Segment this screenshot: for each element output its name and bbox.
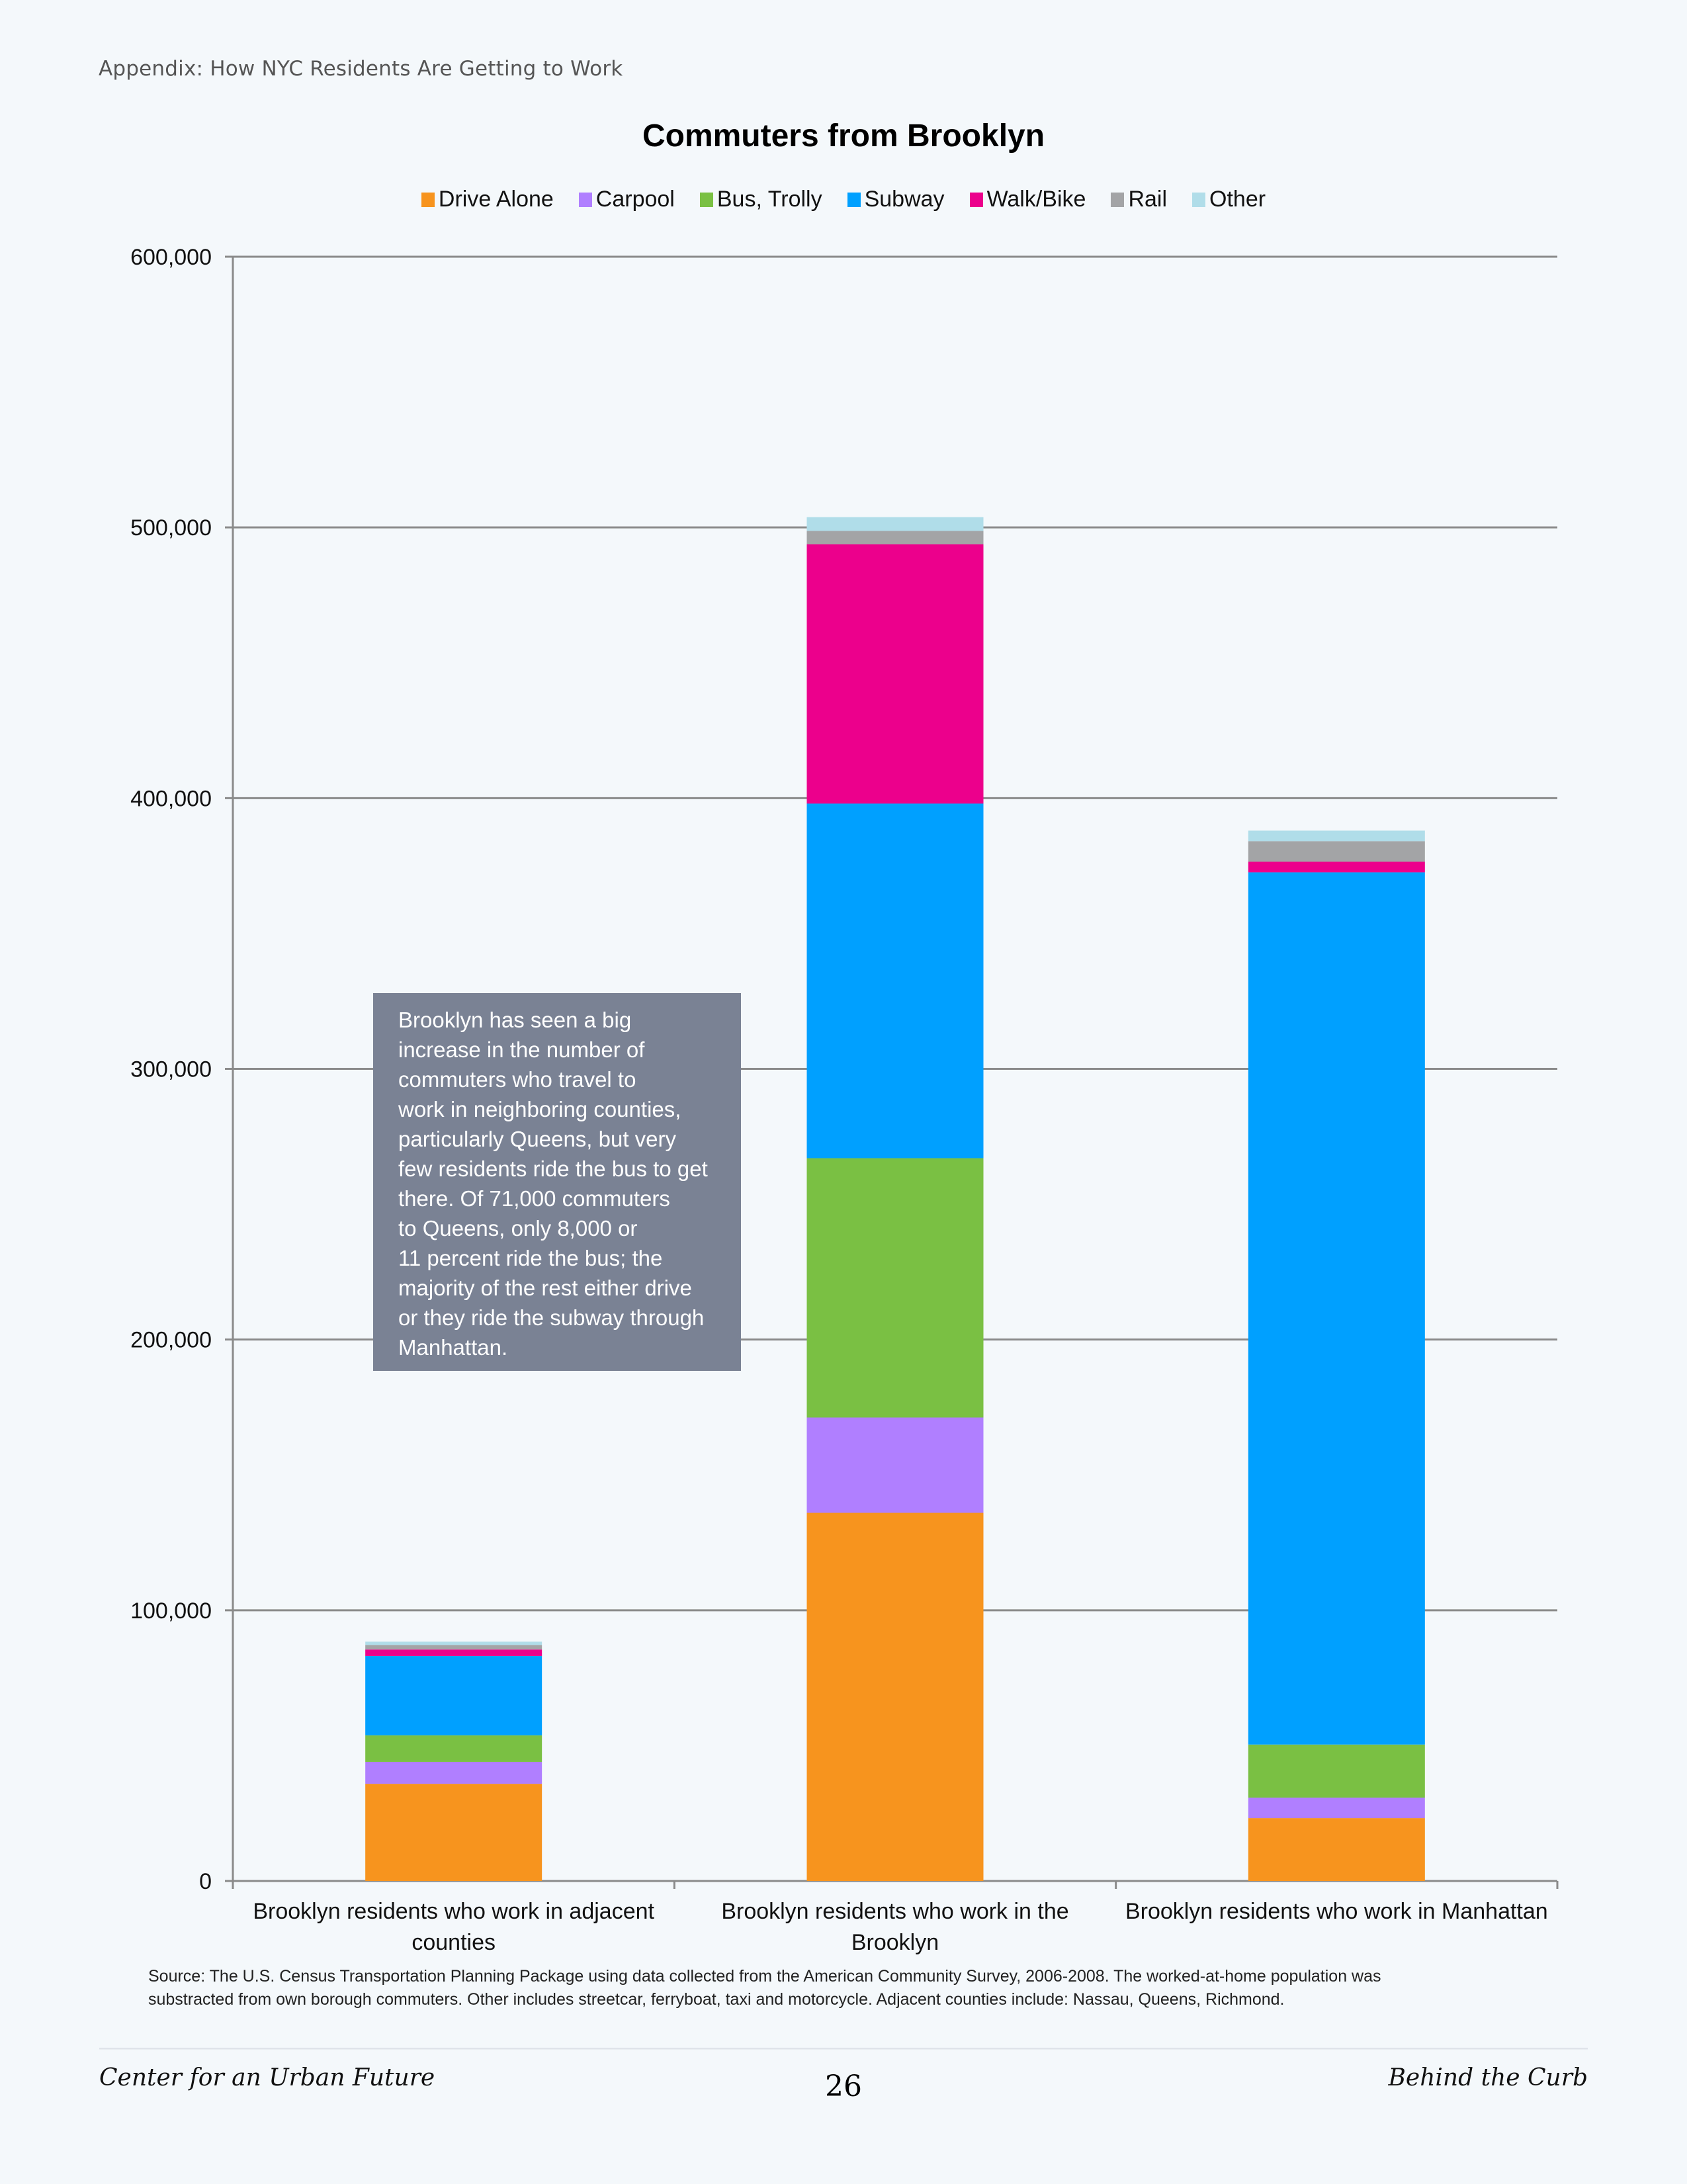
legend-label: Subway	[864, 187, 945, 212]
annotation-callout: Brooklyn has seen a big increase in the n…	[373, 993, 741, 1371]
legend-swatch-icon	[1111, 192, 1125, 207]
legend-label: Rail	[1128, 187, 1168, 212]
bar-segment-walk-bike	[365, 1649, 542, 1656]
footer-organization: Center for an Urban Future	[99, 2064, 435, 2091]
legend-label: Walk/Bike	[986, 187, 1086, 212]
bar-segment-carpool	[365, 1761, 542, 1784]
y-tick-label: 500,000	[130, 515, 212, 541]
annotation-line: commuters who travel to	[398, 1067, 636, 1092]
x-tick-label-line: Brooklyn residents who work in adjacent	[253, 1899, 654, 1924]
y-tick-label: 300,000	[130, 1057, 212, 1082]
bar-segment-subway	[806, 803, 984, 1158]
bar-segment-subway	[1248, 872, 1425, 1745]
annotation-line: to Queens, only 8,000 or	[398, 1216, 638, 1241]
bar-segment-carpool	[1248, 1797, 1425, 1819]
annotation-line: 11 percent ride the bus; the	[398, 1246, 663, 1270]
bar-segment-other	[365, 1641, 542, 1645]
legend-item: Drive Alone	[421, 187, 554, 212]
annotation-line: Manhattan.	[398, 1335, 508, 1360]
page-number: 26	[825, 2070, 862, 2103]
legend-item: Rail	[1111, 187, 1167, 212]
y-tick-label: 400,000	[130, 786, 212, 811]
bar-segment-drive-alone	[365, 1784, 542, 1881]
legend-label: Drive Alone	[438, 187, 554, 212]
chart-legend: Drive Alone Carpool Bus, Trolly Subway Walk/…	[0, 187, 1687, 212]
y-tick-label: 600,000	[130, 245, 212, 270]
bar-segment-walk-bike	[806, 544, 984, 804]
legend-swatch-icon	[699, 192, 713, 207]
source-note-line-2: substracted from own borough commuters. …	[148, 1990, 1285, 2009]
legend-swatch-icon	[1192, 192, 1206, 207]
x-tick-label-line: Brooklyn residents who work in Manhattan	[1125, 1899, 1548, 1924]
x-tick-label-line: Brooklyn residents who work in the	[721, 1899, 1069, 1924]
x-tick-label: Brooklyn residents who work in Manhattan	[1109, 1896, 1564, 1927]
annotation-line: or they ride the subway through	[398, 1305, 705, 1330]
annotation-line: there. Of 71,000 commuters	[398, 1186, 670, 1211]
legend-item: Walk/Bike	[969, 187, 1086, 212]
legend-item: Bus, Trolly	[699, 187, 822, 212]
bar-segment-rail	[1248, 841, 1425, 862]
bar-segment-rail	[365, 1645, 542, 1650]
annotation-line: few residents ride the bus to get	[398, 1157, 708, 1181]
bar-segment-carpool	[806, 1417, 984, 1513]
bar-segment-bus-trolly	[806, 1158, 984, 1418]
chart-title: Commuters from Brooklyn	[642, 118, 1045, 153]
legend-item: Carpool	[578, 187, 675, 212]
bar-segment-other	[1248, 830, 1425, 842]
source-note: Source: The U.S. Census Transportation P…	[148, 1965, 1537, 2011]
bar-segment-bus-trolly	[365, 1735, 542, 1762]
footer-publication-title: Behind the Curb	[1388, 2064, 1588, 2091]
bar-segment-other	[806, 517, 984, 531]
x-tick-label-line: counties	[411, 1930, 496, 1955]
legend-label: Bus, Trolly	[716, 187, 822, 212]
annotation-line: Brooklyn has seen a big	[398, 1008, 632, 1032]
bar-segment-subway	[365, 1655, 542, 1735]
x-tick-label: Brooklyn residents who work in adjacent c…	[226, 1896, 681, 1958]
x-tick-label: Brooklyn residents who work in the Brookl…	[668, 1896, 1122, 1958]
legend-swatch-icon	[421, 192, 435, 207]
legend-label: Carpool	[595, 187, 675, 212]
annotation-line: particularly Queens, but very	[398, 1127, 677, 1151]
x-tick-label-line: Brooklyn	[851, 1930, 939, 1955]
footer-divider	[99, 2048, 1588, 2050]
y-tick-label: 100,000	[130, 1598, 212, 1624]
legend-swatch-icon	[847, 192, 861, 207]
running-head: Appendix: How NYC Residents Are Getting …	[99, 57, 623, 81]
bar-segment-bus-trolly	[1248, 1744, 1425, 1798]
legend-label: Other	[1209, 187, 1266, 212]
annotation-line: work in neighboring counties,	[398, 1097, 681, 1121]
annotation-line: majority of the rest either drive	[398, 1276, 692, 1300]
y-tick-label: 200,000	[130, 1328, 212, 1353]
legend-swatch-icon	[578, 192, 592, 207]
bar-segment-drive-alone	[1248, 1818, 1425, 1881]
y-tick-label: 0	[199, 1869, 212, 1894]
annotation-line: increase in the number of	[398, 1037, 645, 1062]
bar-segment-drive-alone	[806, 1512, 984, 1881]
legend-item: Subway	[847, 187, 945, 212]
source-note-line-1: Source: The U.S. Census Transportation P…	[148, 1967, 1381, 1986]
bar-segment-rail	[806, 531, 984, 545]
legend-swatch-icon	[969, 192, 983, 207]
bar-segment-walk-bike	[1248, 861, 1425, 873]
legend-item: Other	[1192, 187, 1266, 212]
